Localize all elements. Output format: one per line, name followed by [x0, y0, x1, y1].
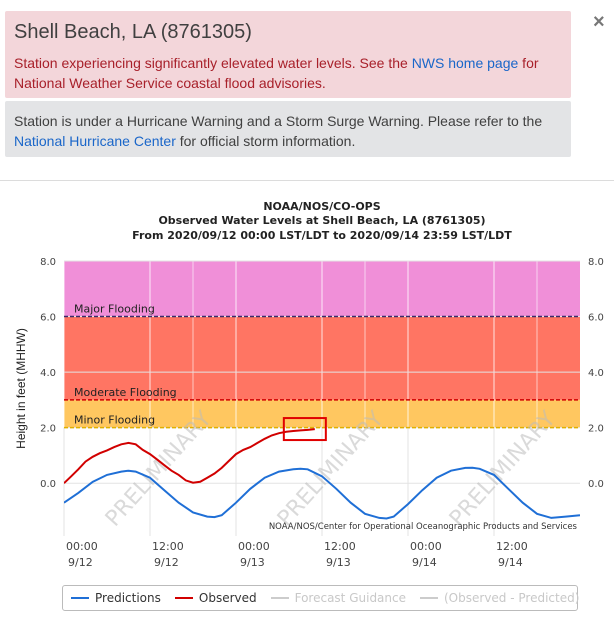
x-tick-time: 00:00: [410, 540, 442, 553]
latest-observation-highlight: [282, 417, 327, 442]
flood-alert: Shell Beach, LA (8761305) Station experi…: [5, 11, 571, 98]
chart-title: NOAA/NOS/CO-OPS: [263, 200, 381, 213]
flood-msg-pre: Station experiencing significantly eleva…: [14, 55, 412, 71]
legend-label: (Observed - Predicted): [444, 591, 580, 605]
x-tick-time: 12:00: [152, 540, 184, 553]
flood-alert-message: Station experiencing significantly eleva…: [14, 53, 562, 93]
y-axis-label: Height in feet (MHHW): [14, 328, 28, 449]
series-group: [64, 428, 580, 520]
flood-msg-post: for National Weather Service coastal flo…: [14, 55, 539, 91]
legend-item-observed[interactable]: Observed: [174, 591, 257, 605]
y-tick-label-right: 6.0: [588, 313, 604, 324]
legend-item-observed-predicted[interactable]: (Observed - Predicted): [420, 591, 579, 605]
x-tick-date: 9/12: [68, 556, 93, 569]
x-tick-date: 9/14: [498, 556, 523, 569]
legend-swatch: [420, 597, 438, 599]
x-tick-time: 12:00: [496, 540, 528, 553]
divider: [0, 180, 614, 181]
legend-swatch: [270, 597, 289, 599]
legend-item-forecast-guidance[interactable]: Forecast Guidance: [270, 591, 406, 605]
close-icon[interactable]: ×: [593, 11, 605, 33]
hurricane-msg-pre: Station is under a Hurricane Warning and…: [14, 113, 543, 129]
flood-band-label: Minor Flooding: [74, 414, 155, 427]
nws-home-link[interactable]: NWS home page: [411, 55, 519, 71]
x-tick-date: 9/12: [154, 556, 179, 569]
series-line-observed: [64, 428, 315, 484]
x-tick-date: 9/13: [326, 556, 351, 569]
legend-label: Forecast Guidance: [294, 591, 406, 605]
y-tick-label-left: 8.0: [40, 257, 56, 268]
chart-legend: Predictions Observed Forecast Guidance (Obs…: [62, 585, 579, 611]
legend-swatch: [174, 597, 193, 599]
flood-band-label: Moderate Flooding: [74, 386, 177, 399]
x-tick-date: 9/14: [412, 556, 437, 569]
hurricane-alert: Station is under a Hurricane Warning and…: [5, 101, 571, 157]
y-tick-label-left: 4.0: [40, 368, 56, 379]
chart-date-range: From 2020/09/12 00:00 LST/LDT to 2020/09…: [132, 229, 512, 242]
legend-label: Observed: [198, 591, 257, 605]
legend-label: Predictions: [95, 591, 161, 605]
x-tick-time: 00:00: [66, 540, 98, 553]
x-tick-date: 9/13: [240, 556, 265, 569]
legend-item-predictions[interactable]: Predictions: [71, 591, 161, 605]
flood-band-label: Major Flooding: [74, 303, 155, 316]
chart-subtitle: Observed Water Levels at Shell Beach, LA…: [158, 214, 486, 227]
hurricane-msg-post: for official storm information.: [175, 133, 356, 149]
water-level-chart: Major Flooding Moderate Flooding Minor Flo…: [14, 257, 604, 569]
y-tick-label-left: 0.0: [40, 479, 56, 490]
station-title: Shell Beach, LA (8761305): [14, 21, 252, 43]
series-line-predictions: [64, 466, 580, 520]
y-tick-label-left: 2.0: [40, 424, 56, 435]
y-tick-label-left: 6.0: [40, 313, 56, 324]
y-tick-label-right: 2.0: [588, 424, 604, 435]
y-tick-label-right: 4.0: [588, 368, 604, 379]
x-tick-time: 12:00: [324, 540, 356, 553]
x-tick-time: 00:00: [238, 540, 270, 553]
legend-swatch: [71, 597, 89, 599]
y-tick-label-right: 0.0: [588, 479, 604, 490]
nhc-link[interactable]: National Hurricane Center: [14, 133, 176, 149]
y-tick-label-right: 8.0: [588, 257, 604, 268]
chart-credit: NOAA/NOS/Center for Operational Oceanogr…: [269, 522, 578, 532]
